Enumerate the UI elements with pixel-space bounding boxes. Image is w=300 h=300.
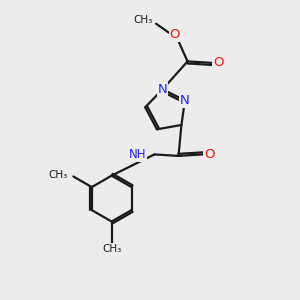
Text: O: O: [169, 28, 180, 41]
Text: CH₃: CH₃: [102, 244, 121, 254]
Text: NH: NH: [129, 148, 146, 161]
Text: N: N: [180, 94, 190, 107]
Text: O: O: [213, 56, 224, 69]
Text: CH₃: CH₃: [134, 15, 153, 25]
Text: O: O: [204, 148, 214, 161]
Text: CH₃: CH₃: [49, 170, 68, 180]
Text: N: N: [158, 83, 167, 96]
